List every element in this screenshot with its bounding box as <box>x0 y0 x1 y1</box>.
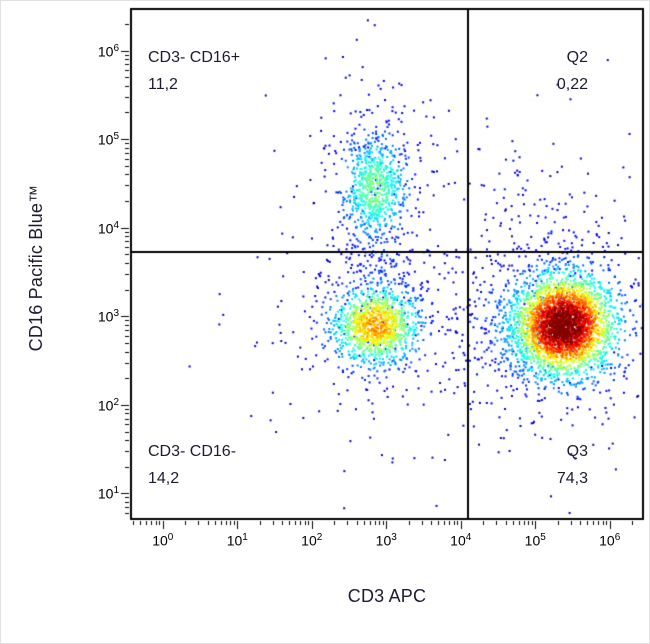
y-tick-label: 103 <box>97 308 119 325</box>
quadrant-percent: 11,2 <box>148 76 178 93</box>
x-tick-label: 104 <box>450 532 472 549</box>
quadrant-percent: 74,3 <box>556 470 588 487</box>
x-tick-label: 103 <box>375 532 397 549</box>
quadrant-name: Q2 <box>566 49 588 66</box>
x-tick-label: 102 <box>301 532 323 549</box>
quadrant-name: CD3- CD16- <box>148 443 237 460</box>
y-tick-label: 101 <box>97 485 119 503</box>
y-axis-label: CD16 Pacific Blue™ <box>26 184 46 352</box>
quadrant-label-top-left: CD3- CD16+ 11,2 <box>148 44 240 98</box>
quadrant-label-bottom-right: Q3 74,3 <box>557 438 588 492</box>
x-tick-label: 105 <box>524 532 546 549</box>
quadrant-name: CD3- CD16+ <box>148 49 241 66</box>
x-tick-label: 100 <box>152 532 174 549</box>
quadrant-percent: 0,22 <box>556 76 588 93</box>
y-tick-label: 106 <box>97 42 119 60</box>
quadrant-label-bottom-left: CD3- CD16- 14,2 <box>148 438 236 492</box>
x-tick-label: 106 <box>599 532 621 549</box>
quadrant-percent: 14,2 <box>148 470 180 487</box>
quadrant-name: Q3 <box>566 443 588 460</box>
y-tick-label: 105 <box>97 131 119 148</box>
quadrant-label-top-right: Q2 0,22 <box>557 44 588 98</box>
x-axis-label: CD3 APC <box>347 586 427 606</box>
y-tick-label: 102 <box>97 396 119 414</box>
y-tick-label: 104 <box>97 219 119 237</box>
x-tick-label: 101 <box>226 532 248 549</box>
